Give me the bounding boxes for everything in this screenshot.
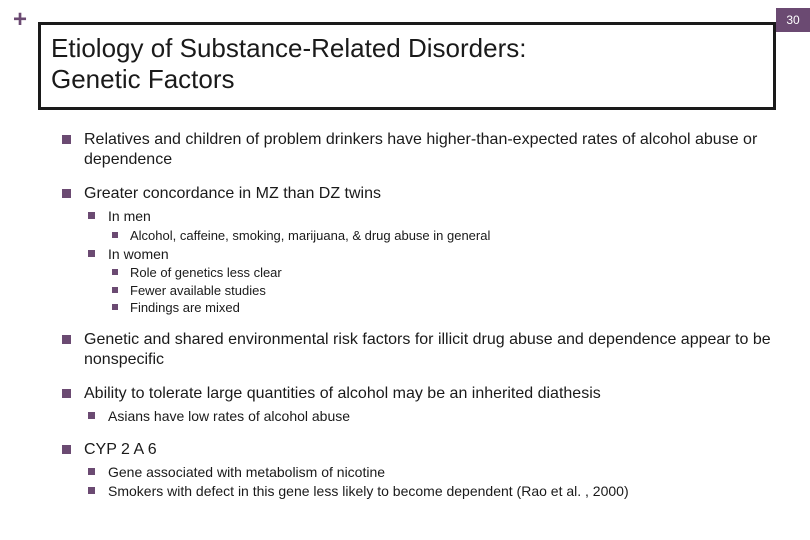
- plus-badge: +: [8, 8, 32, 32]
- bullet-text: Greater concordance in MZ than DZ twins: [84, 185, 381, 202]
- bullet-text: Alcohol, caffeine, smoking, marijuana, &…: [130, 228, 490, 243]
- bullet-text: Genetic and shared environmental risk fa…: [84, 331, 771, 368]
- list-item: Asians have low rates of alcohol abuse: [88, 408, 780, 426]
- bullet-text: Role of genetics less clear: [130, 265, 282, 280]
- list-item: CYP 2 A 6 Gene associated with metabolis…: [62, 440, 780, 501]
- title-line-2: Genetic Factors: [51, 64, 235, 94]
- bullet-text: Findings are mixed: [130, 300, 240, 315]
- list-item: Relatives and children of problem drinke…: [62, 130, 780, 170]
- list-item: Ability to tolerate large quantities of …: [62, 384, 780, 426]
- list-item: In women Role of genetics less clear Few…: [88, 246, 780, 316]
- bullet-text: Ability to tolerate large quantities of …: [84, 385, 601, 402]
- page-number: 30: [776, 8, 810, 32]
- bullet-text: Fewer available studies: [130, 283, 266, 298]
- list-item: Gene associated with metabolism of nicot…: [88, 464, 780, 482]
- list-item: In men Alcohol, caffeine, smoking, marij…: [88, 208, 780, 244]
- bullet-text: Smokers with defect in this gene less li…: [108, 483, 629, 499]
- bullet-list: Relatives and children of problem drinke…: [62, 130, 780, 501]
- title-line-1: Etiology of Substance-Related Disorders:: [51, 33, 526, 63]
- bullet-text: In women: [108, 246, 169, 262]
- list-item: Greater concordance in MZ than DZ twins …: [62, 184, 780, 316]
- bullet-text: In men: [108, 208, 151, 224]
- list-item: Smokers with defect in this gene less li…: [88, 483, 780, 501]
- list-item: Alcohol, caffeine, smoking, marijuana, &…: [112, 228, 780, 244]
- slide-title: Etiology of Substance-Related Disorders:…: [51, 33, 763, 95]
- bullet-text: Gene associated with metabolism of nicot…: [108, 464, 385, 480]
- bullet-text: CYP 2 A 6: [84, 441, 157, 458]
- list-item: Fewer available studies: [112, 283, 780, 299]
- list-item: Genetic and shared environmental risk fa…: [62, 330, 780, 370]
- list-item: Findings are mixed: [112, 300, 780, 316]
- title-box: Etiology of Substance-Related Disorders:…: [38, 22, 776, 110]
- slide-content: Relatives and children of problem drinke…: [62, 130, 780, 515]
- bullet-text: Asians have low rates of alcohol abuse: [108, 408, 350, 424]
- bullet-text: Relatives and children of problem drinke…: [84, 131, 757, 168]
- list-item: Role of genetics less clear: [112, 265, 780, 281]
